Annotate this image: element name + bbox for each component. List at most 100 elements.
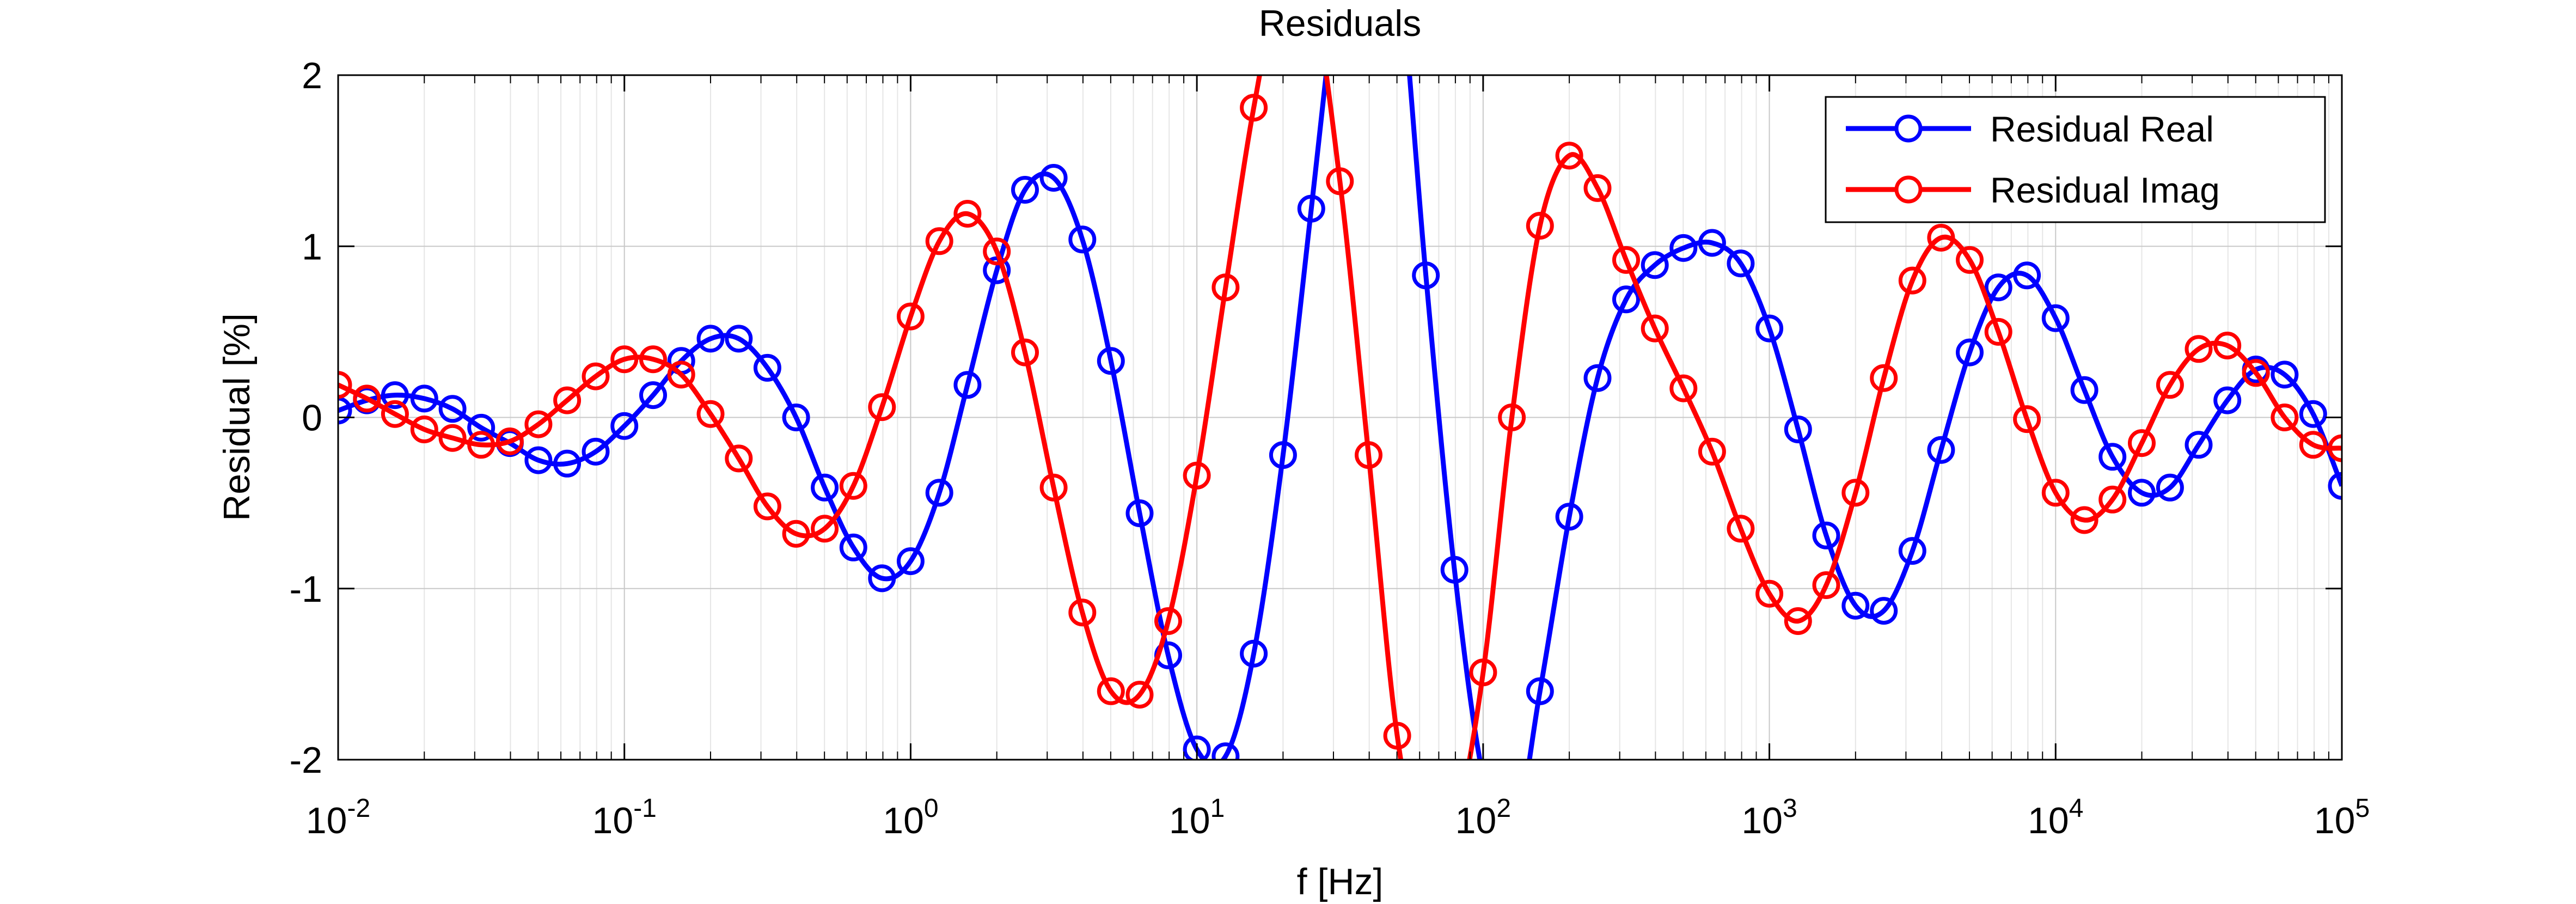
data-point-real bbox=[338, 396, 352, 425]
data-point-imag bbox=[925, 227, 953, 255]
data-point-imag bbox=[868, 393, 896, 422]
data-point-real bbox=[582, 437, 610, 466]
data-point-imag bbox=[1526, 212, 1554, 240]
legend-entry-imag: Residual Imag bbox=[1846, 170, 2220, 210]
data-point-real bbox=[2128, 479, 2156, 507]
data-point-imag bbox=[1469, 658, 1497, 687]
data-point-real bbox=[1755, 314, 1784, 343]
x-tick-label: 104 bbox=[2028, 794, 2083, 841]
data-point-real bbox=[1956, 338, 1984, 367]
data-point-imag bbox=[1641, 314, 1669, 343]
data-point-imag bbox=[467, 431, 495, 459]
data-point-real bbox=[2013, 261, 2041, 290]
data-point-real bbox=[1927, 436, 1955, 464]
data-point-imag bbox=[1326, 167, 1354, 196]
data-point-imag bbox=[610, 345, 639, 374]
x-tick-label: 101 bbox=[1169, 794, 1225, 841]
data-point-real bbox=[983, 256, 1011, 284]
data-point-real bbox=[410, 384, 438, 413]
data-point-imag bbox=[1555, 142, 1583, 170]
data-point-imag bbox=[2271, 404, 2299, 431]
data-point-imag bbox=[2213, 332, 2242, 359]
x-tick-label: 105 bbox=[2314, 794, 2370, 841]
data-point-real bbox=[1698, 229, 1726, 257]
data-point-real bbox=[925, 479, 953, 507]
data-point-real bbox=[1211, 742, 1240, 760]
legend-entry-real: Residual Real bbox=[1846, 109, 2214, 149]
data-point-real bbox=[753, 353, 781, 382]
data-point-real bbox=[2299, 400, 2327, 428]
data-point-imag bbox=[782, 520, 810, 548]
data-point-imag bbox=[1784, 607, 1812, 635]
data-point-real bbox=[1784, 416, 1812, 443]
data-point-imag bbox=[2185, 335, 2213, 363]
y-tick-labels: 2 1 0 -1 -2 bbox=[290, 55, 322, 781]
data-point-real bbox=[1984, 273, 2012, 302]
x-tick-label: 10-1 bbox=[592, 794, 657, 841]
data-point-imag bbox=[1841, 479, 1870, 507]
data-point-real bbox=[1526, 677, 1554, 705]
data-point-imag bbox=[639, 345, 667, 374]
data-point-imag bbox=[1498, 404, 1526, 431]
data-point-imag bbox=[1956, 246, 1984, 274]
data-point-real bbox=[2041, 304, 2070, 332]
data-point-real bbox=[1039, 164, 1068, 192]
x-tick-label: 103 bbox=[1741, 794, 1797, 841]
data-point-real bbox=[1440, 555, 1468, 584]
data-point-real bbox=[1183, 735, 1211, 760]
data-point-imag bbox=[1669, 374, 1698, 402]
data-point-imag bbox=[1039, 473, 1068, 502]
data-point-real bbox=[2156, 473, 2184, 502]
data-point-imag bbox=[553, 386, 582, 414]
data-point-real bbox=[2213, 386, 2242, 414]
data-point-imag bbox=[725, 444, 753, 473]
x-tick-label: 102 bbox=[1455, 794, 1511, 841]
data-point-real bbox=[639, 381, 667, 410]
data-point-real bbox=[1269, 441, 1297, 469]
data-point-imag bbox=[667, 361, 695, 389]
data-point-imag bbox=[2328, 434, 2342, 462]
y-tick-label: 0 bbox=[302, 398, 322, 439]
data-point-real bbox=[1898, 537, 1926, 565]
axes-frame bbox=[337, 74, 2343, 761]
data-point-imag bbox=[1870, 364, 1898, 392]
data-point-imag bbox=[381, 400, 409, 428]
data-point-real bbox=[868, 564, 896, 593]
data-point-real bbox=[2070, 376, 2098, 404]
data-point-real bbox=[610, 412, 639, 440]
y-tick-label: -1 bbox=[290, 569, 322, 610]
data-point-imag bbox=[2242, 359, 2270, 387]
data-point-real bbox=[1240, 639, 1268, 668]
data-point-real bbox=[696, 325, 725, 353]
data-point-imag bbox=[2128, 429, 2156, 457]
x-tick-label: 10-2 bbox=[306, 794, 370, 841]
data-point-real bbox=[953, 371, 982, 399]
data-point-imag bbox=[696, 400, 725, 428]
series-imag bbox=[338, 75, 2342, 760]
data-point-imag bbox=[2299, 431, 2327, 459]
legend-marker-real bbox=[1894, 114, 1923, 143]
data-point-real bbox=[2185, 431, 2213, 459]
data-point-imag bbox=[1011, 338, 1039, 367]
data-point-real bbox=[553, 449, 582, 478]
data-point-real bbox=[1612, 285, 1640, 314]
data-point-imag bbox=[1755, 579, 1784, 608]
data-point-imag bbox=[1927, 224, 1955, 252]
data-point-imag bbox=[1125, 681, 1154, 709]
data-point-imag bbox=[2041, 479, 2070, 507]
data-point-imag bbox=[353, 384, 381, 413]
data-point-imag bbox=[983, 237, 1011, 266]
data-point-real bbox=[1297, 194, 1325, 223]
data-point-real bbox=[1125, 499, 1154, 527]
data-point-imag bbox=[1583, 174, 1612, 202]
data-point-real bbox=[1870, 597, 1898, 625]
data-point-imag bbox=[1068, 598, 1097, 627]
y-tick-label: 1 bbox=[302, 226, 322, 267]
data-point-imag bbox=[839, 472, 867, 500]
data-point-real bbox=[1841, 591, 1870, 620]
data-point-real bbox=[1412, 261, 1440, 290]
data-point-imag bbox=[495, 427, 524, 455]
data-point-real bbox=[438, 395, 467, 423]
data-point-real bbox=[1812, 521, 1840, 549]
